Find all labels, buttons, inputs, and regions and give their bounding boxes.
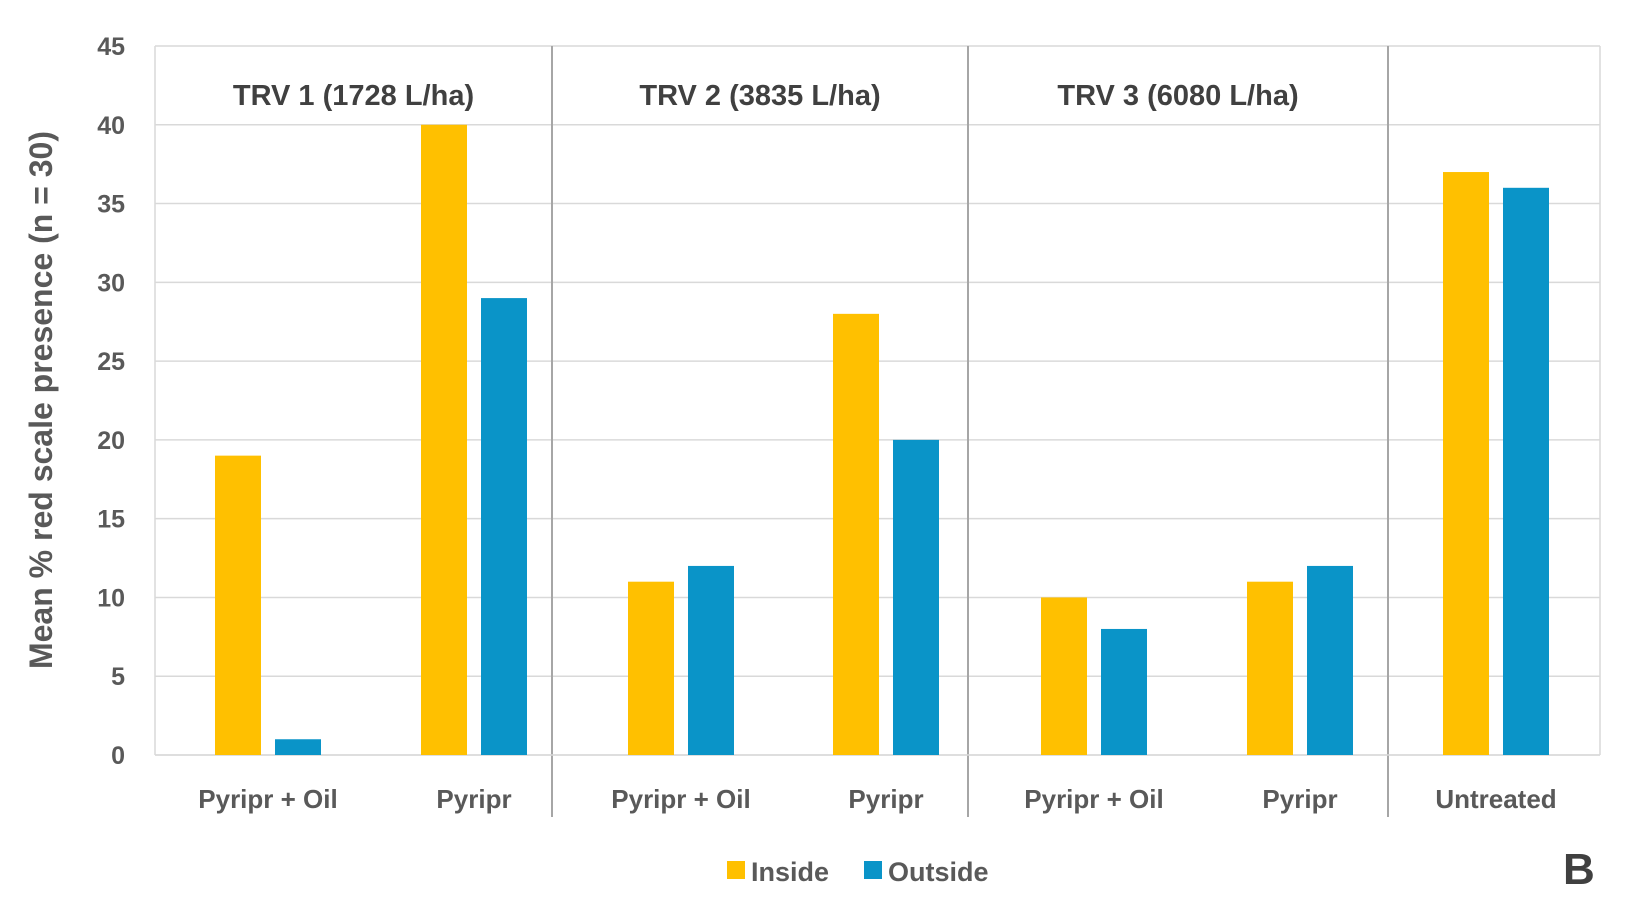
bar-outside-5: [1307, 565, 1353, 755]
legend: Inside Outside: [727, 857, 989, 887]
bar-outside-3: [893, 439, 939, 755]
bar-inside-5: [1247, 581, 1293, 755]
y-tick-label: 15: [97, 506, 125, 534]
panel-label: B: [1563, 845, 1595, 894]
y-tick-labels: 0 5 10 15 20 25 30 35 40 45: [97, 33, 125, 770]
y-tick-label: 0: [111, 742, 125, 770]
bar-inside-4: [1041, 597, 1087, 755]
bar-inside-1: [421, 124, 467, 756]
y-tick-label: 40: [97, 112, 125, 140]
group-label: TRV 3 (6080 L/ha): [1057, 80, 1298, 112]
category-label: Pyripr + Oil: [198, 784, 337, 814]
y-tick-label: 35: [97, 191, 125, 219]
bar-inside-3: [833, 313, 879, 755]
category-labels: Pyripr + Oil Pyripr Pyripr + Oil Pyripr Pyri…: [198, 784, 1556, 814]
legend-swatch-outside: [864, 861, 882, 879]
group-label: TRV 2 (3835 L/ha): [639, 80, 880, 112]
legend-label-inside: Inside: [751, 857, 829, 887]
y-tick-label: 10: [97, 584, 125, 612]
bar-inside-6: [1443, 172, 1489, 756]
bar-outside-0: [275, 739, 321, 755]
category-label: Pyripr: [848, 784, 923, 814]
y-tick-label: 30: [97, 269, 125, 297]
category-label: Untreated: [1435, 784, 1556, 814]
y-tick-label: 5: [111, 663, 125, 691]
legend-swatch-inside: [727, 861, 745, 879]
group-label: TRV 1 (1728 L/ha): [233, 80, 474, 112]
y-axis-label: Mean % red scale presence (n = 30): [23, 131, 59, 669]
y-tick-label: 45: [97, 33, 125, 61]
y-tick-label: 20: [97, 427, 125, 455]
bar-inside-0: [215, 455, 261, 755]
bar-inside-2: [628, 581, 674, 755]
group-labels: TRV 1 (1728 L/ha) TRV 2 (3835 L/ha) TRV 3 …: [233, 80, 1299, 112]
y-tick-label: 25: [97, 348, 125, 376]
legend-label-outside: Outside: [888, 857, 989, 887]
category-label: Pyripr + Oil: [611, 784, 750, 814]
bar-outside-6: [1503, 187, 1549, 756]
category-label: Pyripr: [1262, 784, 1337, 814]
bar-outside-4: [1101, 628, 1147, 755]
bar-outside-1: [481, 298, 527, 755]
category-label: Pyripr + Oil: [1024, 784, 1163, 814]
category-label: Pyripr: [436, 784, 511, 814]
bar-outside-2: [688, 565, 734, 755]
bars: [215, 124, 1549, 756]
